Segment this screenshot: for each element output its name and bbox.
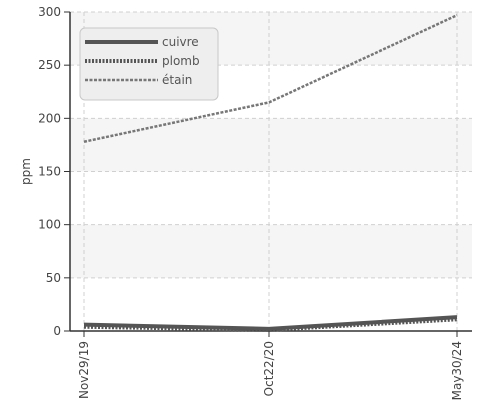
plot-band <box>70 224 472 278</box>
legend-label-plomb: plomb <box>162 54 200 68</box>
plot-band <box>70 277 472 331</box>
legend-label-cuivre: cuivre <box>162 35 199 49</box>
y-tick-label: 100 <box>38 218 61 232</box>
y-tick-label: 150 <box>38 165 61 179</box>
series-line-étain <box>83 14 458 143</box>
y-tick-label: 200 <box>38 111 61 125</box>
series-line-cuivre <box>83 315 458 331</box>
y-tick-label: 50 <box>46 271 61 285</box>
plot-band <box>70 171 472 225</box>
y-axis-title: ppm <box>19 158 33 185</box>
legend-label-étain: étain <box>162 73 192 87</box>
legend-box <box>79 27 219 101</box>
y-tick-label: 250 <box>38 58 61 72</box>
y-tick-label: 300 <box>38 5 61 19</box>
x-tick-label: Nov29/19 <box>77 341 91 399</box>
plot-band <box>70 118 472 172</box>
y-tick-label: 0 <box>53 324 61 338</box>
x-tick-label: May30/24 <box>450 341 464 400</box>
x-tick-label: Oct22/20 <box>262 341 276 396</box>
